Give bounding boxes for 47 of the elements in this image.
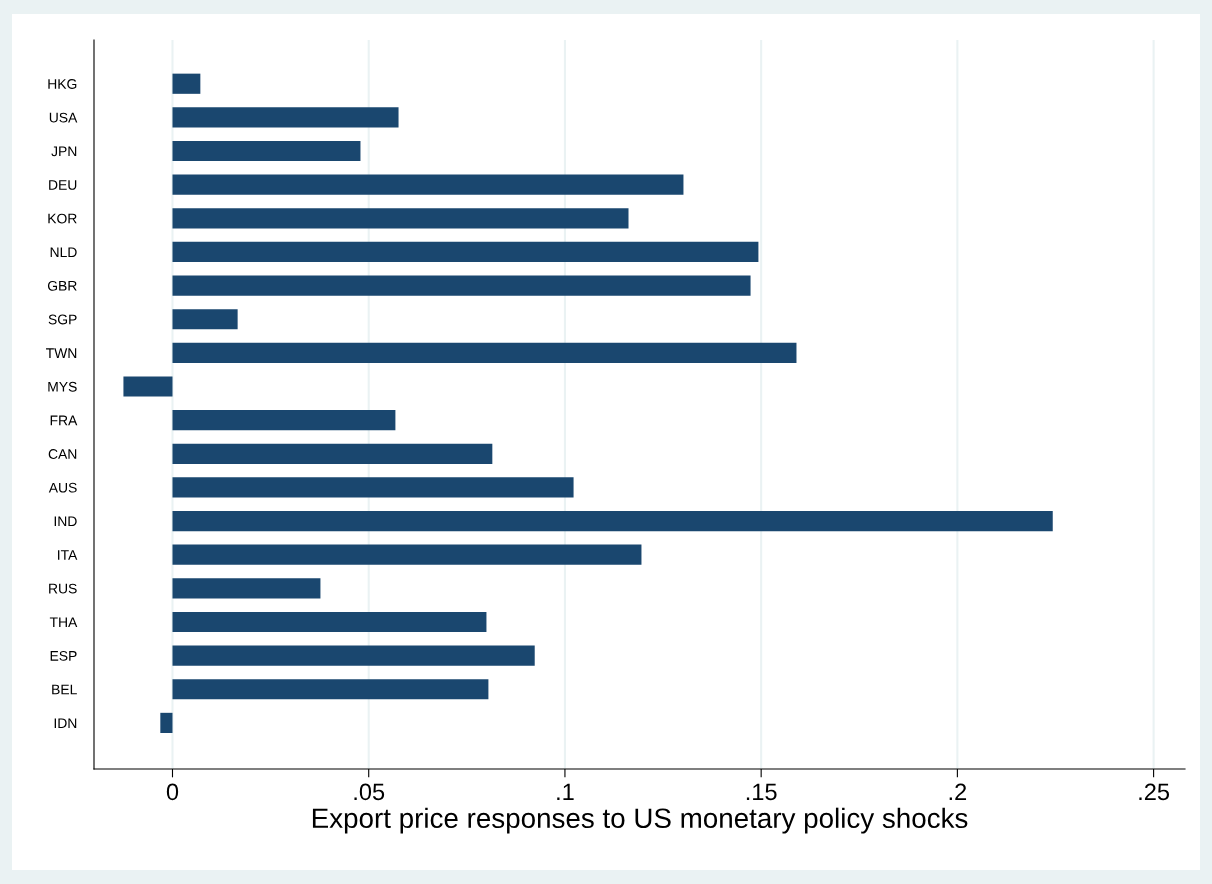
bar <box>160 712 173 733</box>
y-tick-label: SGP <box>48 314 77 325</box>
bar <box>172 477 574 498</box>
bar <box>172 679 489 700</box>
y-tick-label: GBR <box>47 280 77 291</box>
y-tick-label: KOR <box>48 213 77 224</box>
y-tick-label: JPN <box>51 146 77 157</box>
x-tick-label: .1 <box>557 783 574 800</box>
y-tick-label: USA <box>49 112 78 123</box>
x-tick-label: .2 <box>949 783 967 800</box>
bar <box>172 174 684 195</box>
y-tick-label: CAN <box>48 449 77 459</box>
bar <box>172 241 759 263</box>
bar <box>172 544 642 565</box>
bar <box>172 611 487 633</box>
y-tick-label: IND <box>54 516 77 527</box>
bar <box>172 309 238 330</box>
bar <box>172 645 535 666</box>
bar <box>172 342 797 363</box>
y-tick-label: BEL <box>52 684 77 695</box>
bar <box>172 275 751 296</box>
bar <box>123 376 173 397</box>
y-tick-label: MYS <box>48 381 77 392</box>
y-tick-label: AUS <box>48 482 77 493</box>
bar <box>172 140 361 162</box>
x-tick-label: .05 <box>354 783 385 801</box>
bar <box>172 73 201 94</box>
x-tick-label: .25 <box>1139 783 1170 801</box>
bar <box>172 107 399 128</box>
bar <box>172 578 321 599</box>
bar <box>172 208 629 229</box>
y-tick-label: HKG <box>48 79 77 89</box>
y-tick-label: FRA <box>50 415 78 426</box>
y-tick-label: TWN <box>46 348 77 358</box>
y-tick-label: IDN <box>54 718 77 728</box>
y-tick-label: DEU <box>49 180 77 190</box>
bar <box>172 443 493 464</box>
bar <box>172 510 1053 532</box>
y-tick-label: THA <box>49 617 78 628</box>
x-axis-title: Export price responses to US monetary policy shocks <box>312 807 968 834</box>
y-tick-label: RUS <box>49 583 77 594</box>
bar <box>172 410 396 431</box>
y-tick-label: ESP <box>50 650 77 661</box>
x-tick-label: .15 <box>746 783 777 801</box>
x-tick-label: 0 <box>166 783 179 801</box>
y-tick-label: ITA <box>58 550 78 560</box>
y-tick-label: NLD <box>50 247 77 257</box>
